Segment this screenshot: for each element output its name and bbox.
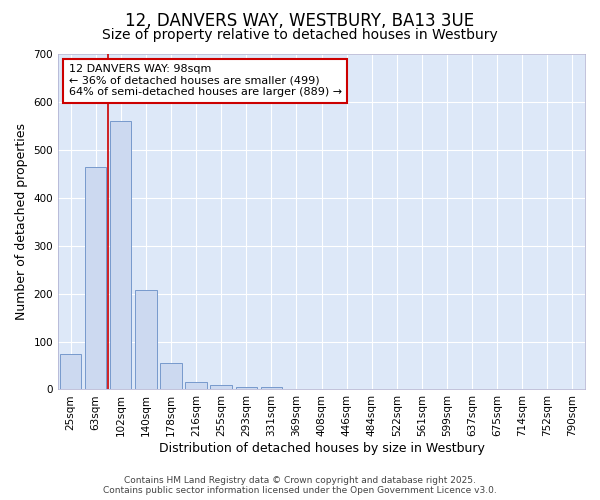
- Y-axis label: Number of detached properties: Number of detached properties: [15, 123, 28, 320]
- Bar: [85, 166, 106, 390]
- Bar: [211, 384, 232, 390]
- Bar: [110, 121, 131, 390]
- Bar: [185, 382, 207, 390]
- Text: 12, DANVERS WAY, WESTBURY, BA13 3UE: 12, DANVERS WAY, WESTBURY, BA13 3UE: [125, 12, 475, 30]
- Bar: [135, 290, 157, 390]
- Text: 12 DANVERS WAY: 98sqm
← 36% of detached houses are smaller (499)
64% of semi-det: 12 DANVERS WAY: 98sqm ← 36% of detached …: [68, 64, 342, 98]
- Bar: [236, 387, 257, 390]
- Bar: [260, 387, 282, 390]
- Bar: [60, 354, 81, 390]
- Text: Size of property relative to detached houses in Westbury: Size of property relative to detached ho…: [102, 28, 498, 42]
- X-axis label: Distribution of detached houses by size in Westbury: Distribution of detached houses by size …: [158, 442, 484, 455]
- Bar: [160, 363, 182, 390]
- Text: Contains HM Land Registry data © Crown copyright and database right 2025.
Contai: Contains HM Land Registry data © Crown c…: [103, 476, 497, 495]
